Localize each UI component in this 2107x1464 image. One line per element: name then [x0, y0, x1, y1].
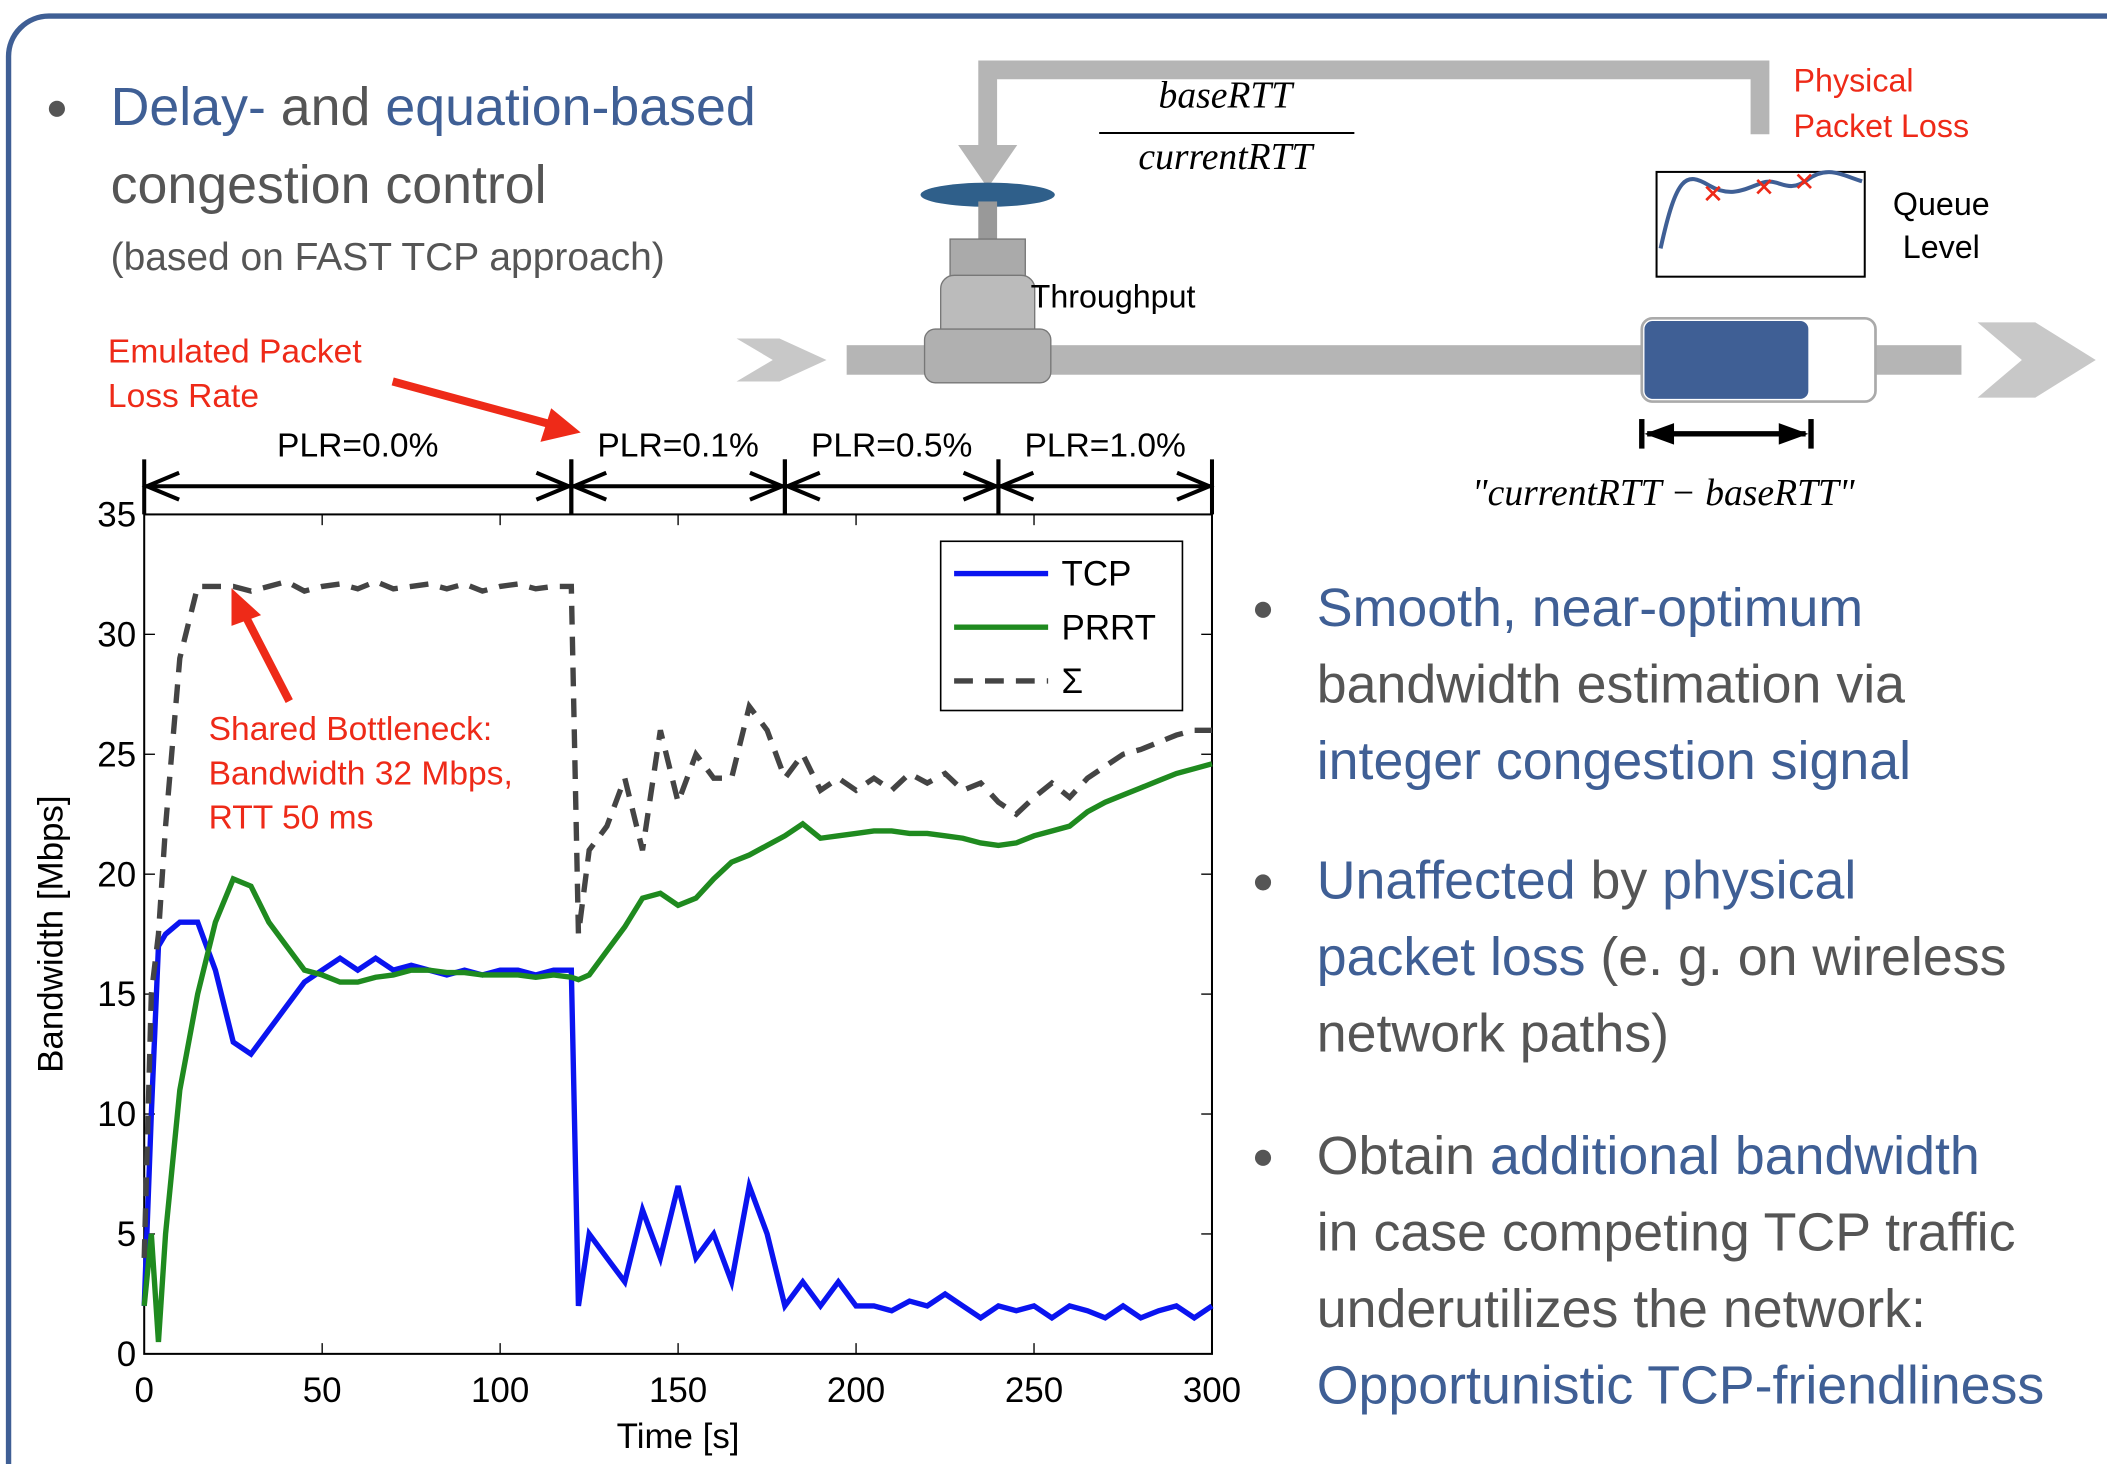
annotation-text: Shared Bottleneck:: [209, 711, 493, 748]
text-run: Opportunistic TCP-friendliness: [1317, 1356, 2045, 1416]
inflow-arrow: [736, 338, 827, 382]
legend-label: PRRT: [1062, 608, 1156, 647]
y-tick-label: 15: [97, 975, 136, 1014]
bullet-text: congestion control: [111, 155, 547, 215]
plr-label: PLR=0.1%: [597, 428, 758, 465]
outflow-arrow: [1977, 322, 2096, 398]
annotation-arrowhead: [231, 588, 262, 626]
plr-label: PLR=1.0%: [1025, 428, 1186, 465]
series-line: [141, 919, 1214, 1322]
series-line: [141, 761, 1213, 1343]
annotation-text: Loss Rate: [108, 378, 259, 415]
text-run: (e. g. on wireless: [1585, 927, 2006, 987]
bullet-text: Unaffected by physical: [1317, 851, 1857, 911]
queue-level-box: [1655, 170, 1866, 278]
x-tick-label: 100: [471, 1371, 529, 1410]
feedback-path: [978, 60, 1770, 155]
text-run: physical: [1662, 851, 1856, 911]
text-run: Obtain: [1317, 1126, 1490, 1186]
bullet-text: in case competing TCP traffic: [1317, 1202, 2016, 1262]
legend-label: TCP: [1062, 555, 1132, 594]
bullet-dot: [1254, 874, 1272, 891]
queue-label: Queue: [1893, 186, 1990, 222]
text-run: equation-based: [385, 77, 755, 137]
bullet-text: Opportunistic TCP-friendliness: [1317, 1356, 2045, 1416]
bullet-text: Obtain additional bandwidth: [1317, 1126, 1980, 1186]
queue-label: Level: [1903, 229, 1980, 265]
loss-label: Physical: [1794, 62, 1914, 98]
feedback-arrowhead: [958, 145, 1018, 189]
x-tick-label: 200: [827, 1371, 885, 1410]
plr-arrowhead: [568, 470, 788, 502]
series-line: [141, 578, 1212, 1259]
delay-arrowhead: [1778, 423, 1809, 445]
y-tick-label: 10: [97, 1095, 136, 1134]
throughput-label: Throughput: [1031, 279, 1196, 315]
text-run: additional bandwidth: [1490, 1126, 1980, 1186]
x-tick-label: 250: [1005, 1371, 1063, 1410]
bullet-text: underutilizes the network:: [1317, 1279, 1926, 1339]
y-tick-label: 5: [117, 1215, 136, 1254]
y-tick-label: 20: [97, 855, 136, 894]
y-tick-label: 30: [97, 615, 136, 654]
bullet-text: Delay- and equation-based: [111, 77, 756, 137]
text-run: and: [266, 77, 385, 137]
bullet-text: packet loss (e. g. on wireless: [1317, 927, 2007, 987]
fraction-bottom: currentRTT: [1138, 136, 1315, 178]
x-tick-label: 0: [134, 1371, 153, 1410]
bullet-text: integer congestion signal: [1317, 731, 1911, 791]
bullet-dot: [48, 100, 65, 117]
loss-label: Packet Loss: [1794, 108, 1970, 144]
text-run: Unaffected: [1317, 851, 1576, 911]
text-run: integer congestion signal: [1317, 731, 1911, 791]
plr-label: PLR=0.0%: [277, 428, 438, 465]
y-axis-label: Bandwidth [Mbps]: [31, 795, 70, 1072]
annotation-text: Emulated Packet: [108, 334, 362, 371]
text-run: congestion control: [111, 155, 547, 215]
x-tick-label: 150: [649, 1371, 707, 1410]
bullet-text: bandwidth estimation via: [1317, 654, 1905, 714]
bullet-dot: [1254, 1149, 1272, 1166]
text-run: Smooth, near-optimum: [1317, 578, 1863, 638]
bullet-note: (based on FAST TCP approach): [111, 236, 665, 279]
text-run: network paths): [1317, 1004, 1669, 1064]
bullet-text: Smooth, near-optimum: [1317, 578, 1863, 638]
x-axis-label: Time [s]: [617, 1417, 740, 1456]
y-tick-label: 0: [117, 1335, 136, 1374]
x-tick-label: 300: [1183, 1371, 1241, 1410]
plr-arrowhead: [782, 470, 1001, 502]
annotation-arrowhead: [540, 408, 581, 442]
text-run: bandwidth estimation via: [1317, 654, 1905, 714]
text-run: in case competing TCP traffic: [1317, 1202, 2016, 1262]
slide-frame: [5, 13, 2107, 1464]
valve: [920, 182, 1055, 384]
annotation-text: Bandwidth 32 Mbps,: [209, 755, 513, 792]
text-run: packet loss: [1317, 927, 1586, 987]
y-tick-label: 25: [97, 735, 136, 774]
plr-arrowhead: [995, 470, 1215, 502]
fraction-top: baseRTT: [1159, 74, 1296, 116]
y-tick-label: 35: [97, 496, 136, 535]
queue-fill: [1644, 321, 1809, 399]
text-run: underutilizes the network:: [1317, 1279, 1926, 1339]
annotation-arrow: [391, 377, 553, 429]
loss-marks: [1705, 173, 1812, 202]
annotation-text: RTT 50 ms: [209, 800, 374, 837]
delay-label: "currentRTT − baseRTT": [1472, 472, 1855, 514]
bullet-dot: [1254, 601, 1272, 618]
plr-label: PLR=0.5%: [811, 428, 972, 465]
plr-arrowhead: [141, 470, 574, 502]
annotation-arrow: [241, 613, 293, 703]
bullet-text: network paths): [1317, 1004, 1669, 1064]
legend-label: Σ: [1062, 662, 1084, 701]
text-run: Delay-: [111, 77, 266, 137]
x-tick-label: 50: [303, 1371, 342, 1410]
delay-arrowhead: [1644, 423, 1675, 445]
text-run: by: [1576, 851, 1663, 911]
